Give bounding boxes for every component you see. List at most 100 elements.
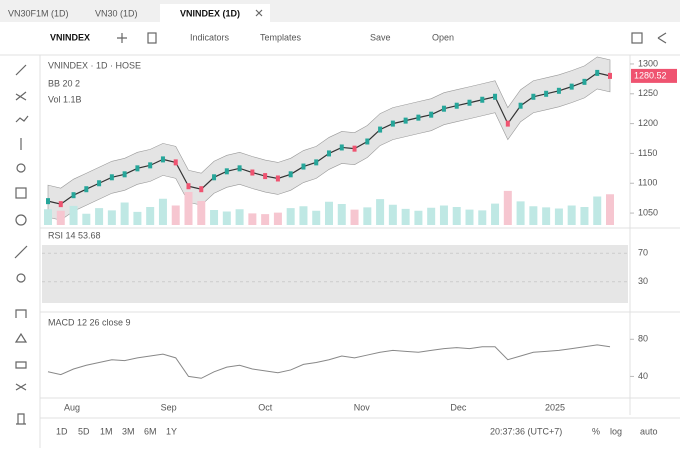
range-button[interactable]: 1Y (166, 426, 177, 436)
volume-bar (184, 192, 193, 225)
symbol[interactable]: VNINDEX (50, 32, 90, 42)
candle (608, 72, 612, 79)
volume-legend: Vol 1.1B (48, 94, 82, 104)
volume-bar (439, 205, 448, 225)
share-icon[interactable] (657, 32, 667, 44)
candle (454, 102, 459, 109)
tool-icon[interactable] (14, 332, 28, 343)
y-tick-label: 1050 (638, 207, 658, 217)
volume-bar (363, 207, 372, 225)
candle (135, 165, 140, 172)
volume-bar (567, 205, 576, 225)
rsi-band (42, 245, 628, 303)
candle (352, 145, 357, 152)
percent-toggle[interactable]: % (592, 426, 600, 436)
y-tick-label: 1300 (638, 58, 658, 68)
range-button[interactable]: 3M (122, 426, 135, 436)
volume-bar (235, 209, 244, 225)
volume-bar (503, 190, 512, 225)
x-tick-label: Aug (64, 402, 80, 412)
tool-icon[interactable] (15, 309, 27, 318)
y-tick-label: 1100 (638, 178, 657, 188)
y-tick-label: 30 (638, 276, 648, 286)
x-tick-label: Dec (450, 402, 467, 412)
tab[interactable]: VNINDEX (1D) (180, 8, 240, 18)
volume-bar (554, 208, 563, 225)
active-tab[interactable] (160, 4, 270, 22)
candle (173, 159, 178, 166)
candle (569, 83, 574, 90)
tab[interactable]: VN30 (1D) (95, 8, 138, 18)
osc-line (47, 344, 611, 379)
save-button[interactable]: Save (370, 32, 391, 42)
tool-icon[interactable] (15, 64, 27, 76)
tool-icon[interactable] (15, 187, 27, 199)
tool-icon[interactable] (15, 383, 27, 391)
candle (275, 175, 280, 182)
volume-bar (95, 208, 104, 225)
range-button[interactable]: 1D (56, 426, 68, 436)
tool-icon[interactable] (16, 163, 26, 173)
candle (416, 114, 421, 121)
fullscreen-icon[interactable] (631, 32, 643, 44)
range-button[interactable]: 6M (144, 426, 157, 436)
volume-bar (593, 196, 602, 225)
volume-bar (401, 208, 410, 225)
tool-icon[interactable] (15, 361, 27, 369)
tool-icon[interactable] (15, 214, 27, 226)
bollinger-band (47, 56, 611, 221)
range-button[interactable]: 5D (78, 426, 90, 436)
volume-bar (120, 202, 129, 225)
y-tick-label: 1200 (638, 118, 658, 128)
candle (58, 201, 63, 208)
volume-bar (312, 210, 321, 225)
candle (301, 163, 306, 170)
indicators-button[interactable]: Indicators (190, 32, 230, 42)
candle (429, 111, 434, 118)
volume-bar (376, 199, 385, 225)
tool-icon[interactable] (16, 273, 26, 283)
volume-bar (388, 204, 397, 225)
candle (186, 183, 191, 190)
candle (327, 150, 331, 157)
bars-icon[interactable] (147, 32, 157, 44)
candle (199, 186, 204, 193)
volume-bar (516, 201, 525, 225)
tool-icon[interactable] (14, 245, 28, 259)
log-toggle[interactable]: log (610, 426, 622, 436)
volume-bar (478, 210, 487, 225)
rsi-title: RSI 14 53.68 (48, 230, 101, 240)
volume-bar (529, 206, 538, 225)
x-tick-label: Oct (258, 402, 273, 412)
candle (339, 144, 344, 151)
tab[interactable]: VN30F1M (1D) (8, 8, 69, 18)
y-tick-label: 70 (638, 248, 648, 258)
tool-icon[interactable] (15, 115, 29, 123)
tool-icon[interactable] (15, 91, 27, 101)
close-tab-icon[interactable] (255, 9, 263, 17)
candle (314, 159, 319, 166)
volume-bar (465, 209, 474, 225)
volume-bar (222, 211, 231, 225)
x-tick-label: 2025 (545, 402, 565, 412)
add-icon[interactable] (117, 33, 127, 43)
x-tick-label: Sep (161, 402, 177, 412)
candle (148, 162, 153, 169)
open-button[interactable]: Open (432, 32, 454, 42)
volume-bar (44, 209, 52, 225)
candle (390, 120, 395, 127)
candle (263, 173, 268, 180)
volume-bar (146, 207, 155, 225)
candle (160, 156, 165, 163)
templates-button[interactable]: Templates (260, 32, 302, 42)
candle (250, 169, 255, 176)
range-button[interactable]: 1M (100, 426, 113, 436)
volume-bar (107, 210, 116, 225)
candle (122, 171, 127, 178)
volume-bar (82, 213, 91, 225)
volume-bar (427, 207, 436, 225)
tool-icon[interactable] (16, 413, 26, 425)
osc-title: MACD 12 26 close 9 (48, 317, 131, 327)
auto-toggle[interactable]: auto (640, 426, 658, 436)
